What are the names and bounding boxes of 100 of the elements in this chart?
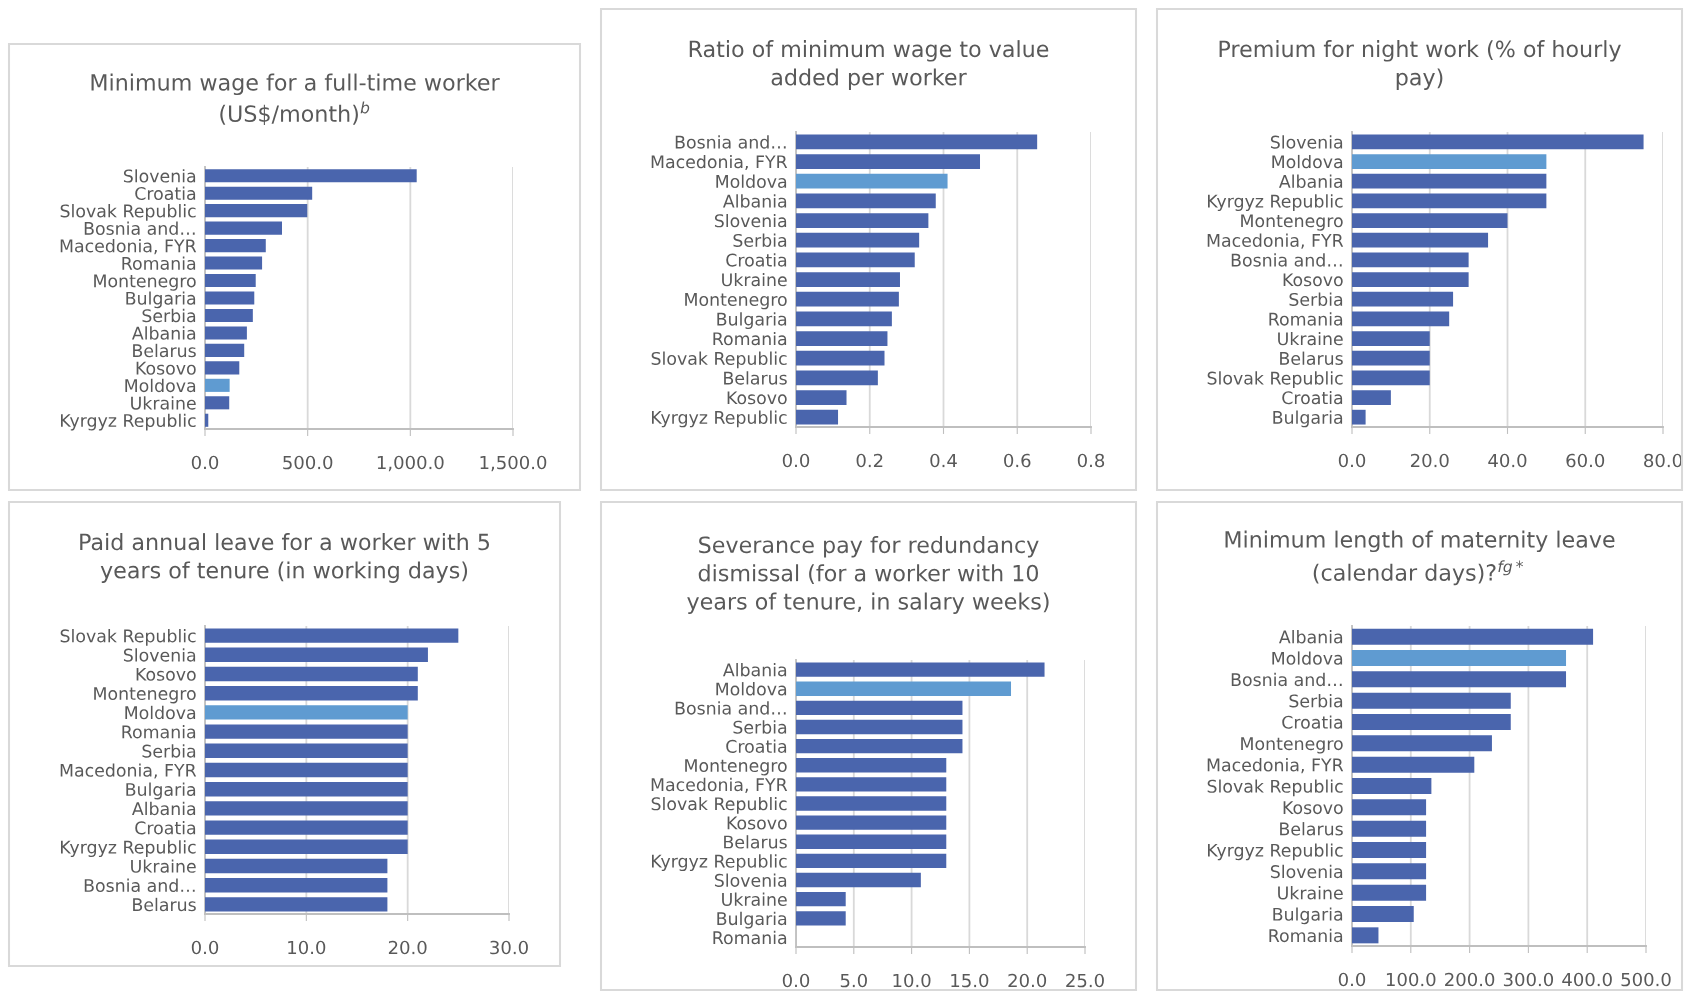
bar: [205, 308, 253, 323]
y-tick-label: Bulgaria: [717, 911, 787, 929]
y-tick-label: Montenegro: [1241, 214, 1343, 231]
bar: [796, 872, 921, 888]
bar: [796, 409, 839, 425]
y-tick-label: Romania: [713, 331, 787, 346]
x-tick-label: 15.0: [951, 973, 989, 988]
bar: [796, 134, 1038, 150]
bar: [1352, 370, 1430, 386]
chart-title: Minimum wage for a full-time worker (US$/month)$^{b}$: [91, 73, 500, 125]
bar: [205, 762, 408, 778]
y-tick-label: Montenegro: [685, 759, 787, 776]
chart-title: Minimum length of maternity leave (calendar days)?$^{fg*}$: [1225, 530, 1615, 586]
y-tick-label: Slovenia: [1270, 135, 1343, 149]
y-tick-label: Albania: [722, 194, 787, 208]
bar: [205, 378, 230, 392]
y-tick-label: Bosnia and…: [84, 221, 195, 235]
y-tick-label: Bulgaria: [1273, 907, 1343, 925]
bar: [1352, 799, 1427, 816]
bar: [796, 834, 947, 849]
bar: [205, 686, 418, 701]
y-tick-label: Slovak Republic: [651, 351, 787, 369]
bar: [796, 350, 885, 366]
y-tick-label: Kyrgyz Republic: [61, 840, 196, 858]
bar: [1352, 692, 1511, 709]
bar: [205, 820, 408, 835]
y-tick-label: Kosovo: [727, 816, 787, 830]
bar: [205, 361, 240, 375]
y-tick-label: Kosovo: [1283, 273, 1343, 287]
y-tick-label: Bosnia and…: [84, 878, 195, 893]
bar: [205, 878, 388, 893]
y-tick-label: Bulgaria: [126, 782, 196, 800]
y-tick-label: Montenegro: [94, 687, 196, 704]
bar: [796, 815, 947, 830]
y-tick-label: Kyrgyz Republic: [1208, 194, 1343, 212]
x-tick-label: 40.0: [1488, 453, 1527, 468]
bar: [205, 396, 230, 410]
bar: [205, 897, 388, 912]
bar: [205, 647, 428, 662]
y-tick-label: Croatia: [726, 253, 787, 267]
y-tick-label: Ukraine: [131, 396, 196, 410]
bar: [205, 801, 408, 816]
bar: [1352, 213, 1508, 228]
bar: [1352, 671, 1567, 688]
chart-title: Severance pay for redundancy dismissal (for a worker with 10 years of tenure, in salary weeks): [687, 535, 1049, 615]
bar: [796, 891, 846, 907]
y-tick-label: Bosnia and…: [675, 701, 786, 715]
y-tick-label: Albania: [1278, 174, 1343, 189]
y-tick-label: Macedonia, FYR: [60, 763, 197, 779]
y-tick-label: Bulgaria: [126, 291, 196, 309]
bar: [796, 777, 947, 792]
x-tick-label: 25.0: [1066, 973, 1104, 988]
bar: [205, 666, 418, 682]
y-tick-label: Kyrgyz Republic: [652, 410, 787, 428]
x-tick-label: 500.0: [283, 455, 333, 470]
x-tick-label: 300.0: [1503, 972, 1554, 987]
x-tick-label: 0.2: [856, 453, 883, 468]
y-tick-label: Moldova: [716, 174, 787, 189]
y-tick-label: Bulgaria: [1273, 410, 1343, 428]
chart-title: Ratio of minimum wage to value added per worker: [689, 40, 1049, 90]
bar: [1352, 252, 1469, 268]
bar: [1352, 714, 1511, 730]
y-tick-label: Macedonia, FYR: [1207, 758, 1344, 774]
y-tick-label: Croatia: [135, 186, 196, 201]
y-tick-label: Slovenia: [714, 873, 787, 887]
bar: [796, 232, 920, 248]
y-tick-label: Ukraine: [1278, 886, 1343, 900]
y-tick-label: Serbia: [1289, 694, 1343, 708]
y-tick-label: Albania: [131, 326, 196, 340]
y-tick-label: Macedonia, FYR: [651, 154, 788, 171]
bar: [796, 311, 892, 327]
x-tick-label: 200.0: [1445, 972, 1495, 987]
y-tick-label: Belarus: [1280, 351, 1343, 366]
y-tick-label: Romania: [1269, 928, 1343, 943]
y-tick-label: Serbia: [1289, 292, 1343, 307]
chart-title: Paid annual leave for a worker with 5 years of tenure (in working days): [80, 533, 490, 583]
bar: [796, 796, 947, 811]
y-tick-label: Moldova: [716, 682, 787, 696]
bar: [796, 272, 900, 287]
bar: [205, 743, 408, 758]
bar: [796, 390, 847, 405]
y-tick-label: Croatia: [1282, 390, 1343, 405]
bar: [205, 239, 266, 253]
x-tick-label: 0.0: [1338, 972, 1366, 987]
chart-title: Premium for night work (% of hourly pay): [1219, 40, 1621, 90]
y-tick-label: Slovak Republic: [60, 629, 196, 646]
bar: [205, 256, 263, 270]
y-tick-label: Kyrgyz Republic: [1208, 843, 1343, 861]
y-tick-label: Romania: [122, 256, 196, 270]
y-tick-label: Slovak Republic: [60, 204, 196, 221]
bar: [205, 169, 417, 183]
bar: [1352, 173, 1547, 189]
x-tick-label: 0.0: [191, 940, 219, 955]
bar: [796, 662, 1045, 677]
x-tick-label: 30.0: [490, 940, 528, 955]
bar: [1352, 331, 1430, 346]
bar: [1352, 756, 1475, 773]
y-tick-label: Bosnia and…: [1231, 253, 1342, 267]
y-tick-label: Romania: [1269, 312, 1343, 326]
x-tick-label: 400.0: [1562, 972, 1612, 987]
